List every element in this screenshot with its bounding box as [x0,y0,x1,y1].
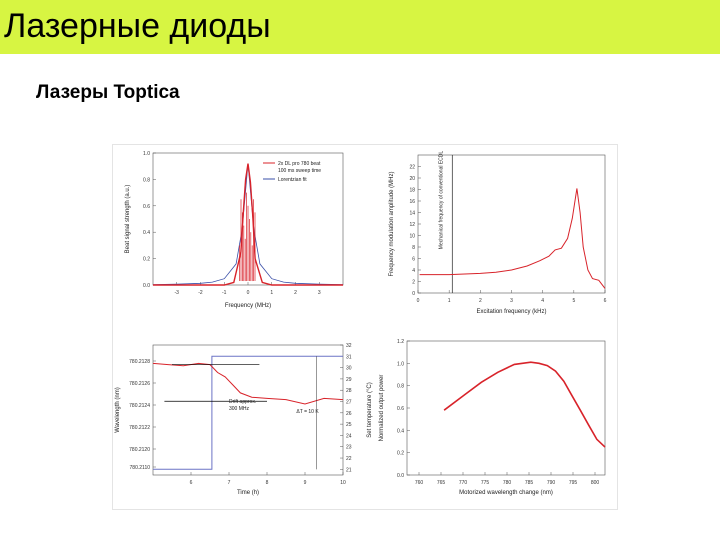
panel2-frame [418,155,605,293]
panel1-ytick-label: 1.0 [143,151,150,157]
panel4-frame [407,341,605,475]
panel2-xtick-label: 1 [448,298,451,304]
panel1-ytick-label: 0.6 [143,204,150,210]
panel4-ytick-label: 1.2 [397,339,404,345]
panel1-xtick-label: 1 [270,290,273,296]
panel2-xtick-label: 6 [604,298,607,304]
panel2-ytick-label: 0 [412,291,415,297]
panel4-series [444,362,605,447]
slide-title-bar: Лазерные диоды [0,0,720,54]
panel2-xtick-label: 3 [510,298,513,304]
panel1-legend-label: 100 ms sweep time [278,168,321,174]
panel3-xtick-label: 8 [266,480,269,486]
panel2-series [420,188,605,288]
slide-title: Лазерные диоды [4,6,271,46]
panel4-xtick-label: 760 [415,480,424,486]
panel1-legend-label: Lorentzian fit [278,177,307,183]
panel2-ytick-label: 14 [409,211,415,217]
panel1-ytick-label: 0.4 [143,230,150,236]
panel4-ytick-label: 0.4 [397,428,404,434]
panel1-xtick-label: -1 [222,290,227,296]
panel2-xtick-label: 4 [541,298,544,304]
panel2-ytick-label: 16 [409,199,415,205]
panel4-xlabel: Motorized wavelength change (nm) [459,490,553,496]
slide-subtitle: Лазеры Toptica [36,82,180,104]
panel4-ytick-label: 0.2 [397,451,404,457]
panel3-y2tick-label: 29 [346,377,352,383]
panel3-annotation-drift-value: 300 MHz [229,406,250,412]
panel3-y2tick-label: 26 [346,411,352,417]
panel1-ytick-label: 0.2 [143,257,150,263]
panel2-ytick-label: 22 [409,165,415,171]
panel2-xtick-label: 2 [479,298,482,304]
panel2-xtick-label: 0 [417,298,420,304]
panel4-xtick-label: 780 [503,480,512,486]
panel1-ytick-label: 0.0 [143,283,150,289]
panel3-ytick-label: 780.2120 [129,447,150,453]
panel4-ytick-label: 0.0 [397,473,404,479]
panel4-xtick-label: 790 [547,480,556,486]
panel1-ytick-label: 0.8 [143,177,150,183]
panel4-xtick-label: 775 [481,480,490,486]
panel2-xlabel: Excitation frequency (kHz) [476,309,546,315]
panel3-y2tick-label: 22 [346,456,352,462]
panel2-ytick-label: 20 [409,176,415,182]
panel1-ylabel: Beat signal strength (a.u.) [125,185,131,254]
panel4-xtick-label: 770 [459,480,468,486]
panel3-annotation-delta: ΔT = 10 K [296,409,319,415]
panel2-annotation: Mechanical frequency of conventional ECD… [438,151,444,250]
panel4-xtick-label: 800 [591,480,600,486]
panel1-xtick-label: 0 [247,290,250,296]
panel2-ytick-label: 10 [409,234,415,240]
panel4-xtick-label: 785 [525,480,534,486]
panel1-legend-label: 2x DL pro 780 beat [278,161,321,167]
panel3-y2tick-label: 31 [346,354,352,360]
panel4-ytick-label: 0.8 [397,384,404,390]
panel4-ytick-label: 0.6 [397,406,404,412]
panel2-ytick-label: 2 [412,280,415,286]
panel3-xlabel: Time (h) [237,490,259,496]
panel3-y2tick-label: 21 [346,467,352,473]
panel3-ytick-label: 780.2124 [129,403,150,409]
panel4-xtick-label: 795 [569,480,578,486]
panel1-xtick-label: -2 [198,290,203,296]
panel3-xtick-label: 6 [190,480,193,486]
panel3-ytick-label: 780.2110 [130,465,151,471]
panel4-xtick-label: 765 [437,480,446,486]
panel3-ylabel: Wavelength (nm) [115,387,121,432]
panel3-y2tick-label: 30 [346,366,352,372]
panel1-xlabel: Frequency (MHz) [225,303,271,309]
figure-panels: 0.0 0.2 0.4 0.6 0.8 1.0 -3 -2 -1 0 1 2 3 Frequency (M… [113,145,617,509]
panel2-ytick-label: 6 [412,257,415,263]
panel1-xtick-label: 3 [318,290,321,296]
panel3-y2tick-label: 27 [346,400,352,406]
panel2-xtick-label: 5 [572,298,575,304]
panel2-ytick-label: 18 [409,188,415,194]
panel3-series-wavelength [153,363,343,404]
panel3-y2tick-label: 25 [346,422,352,428]
panel3-xtick-label: 9 [304,480,307,486]
panel3-ytick-label: 780.2128 [129,359,150,365]
panel2-ytick-label: 8 [412,245,415,251]
panel2-ylabel: Frequency modulation amplitude (MHz) [389,171,395,276]
panel3-xtick-label: 10 [340,480,346,486]
panel2-ytick-label: 4 [412,268,415,274]
panel3-annotation-drift: Drift approx. [229,399,256,405]
panel1-xtick-label: 2 [294,290,297,296]
panel3-ytick-label: 780.2122 [129,425,150,431]
panel3-xtick-label: 7 [228,480,231,486]
panel4-ytick-label: 1.0 [397,361,404,367]
panel4-ylabel: Normalized output power [379,375,385,442]
panel3-y2tick-label: 23 [346,445,352,451]
panel3-ytick-label: 780.2126 [129,381,150,387]
panel3-y2label: Set temperature (°C) [367,382,373,437]
panel2-ytick-label: 12 [409,222,415,228]
panel1-xtick-label: -3 [175,290,180,296]
panel3-y2tick-label: 28 [346,388,352,394]
panel3-y2tick-label: 32 [346,343,352,349]
panel3-y2tick-label: 24 [346,433,352,439]
